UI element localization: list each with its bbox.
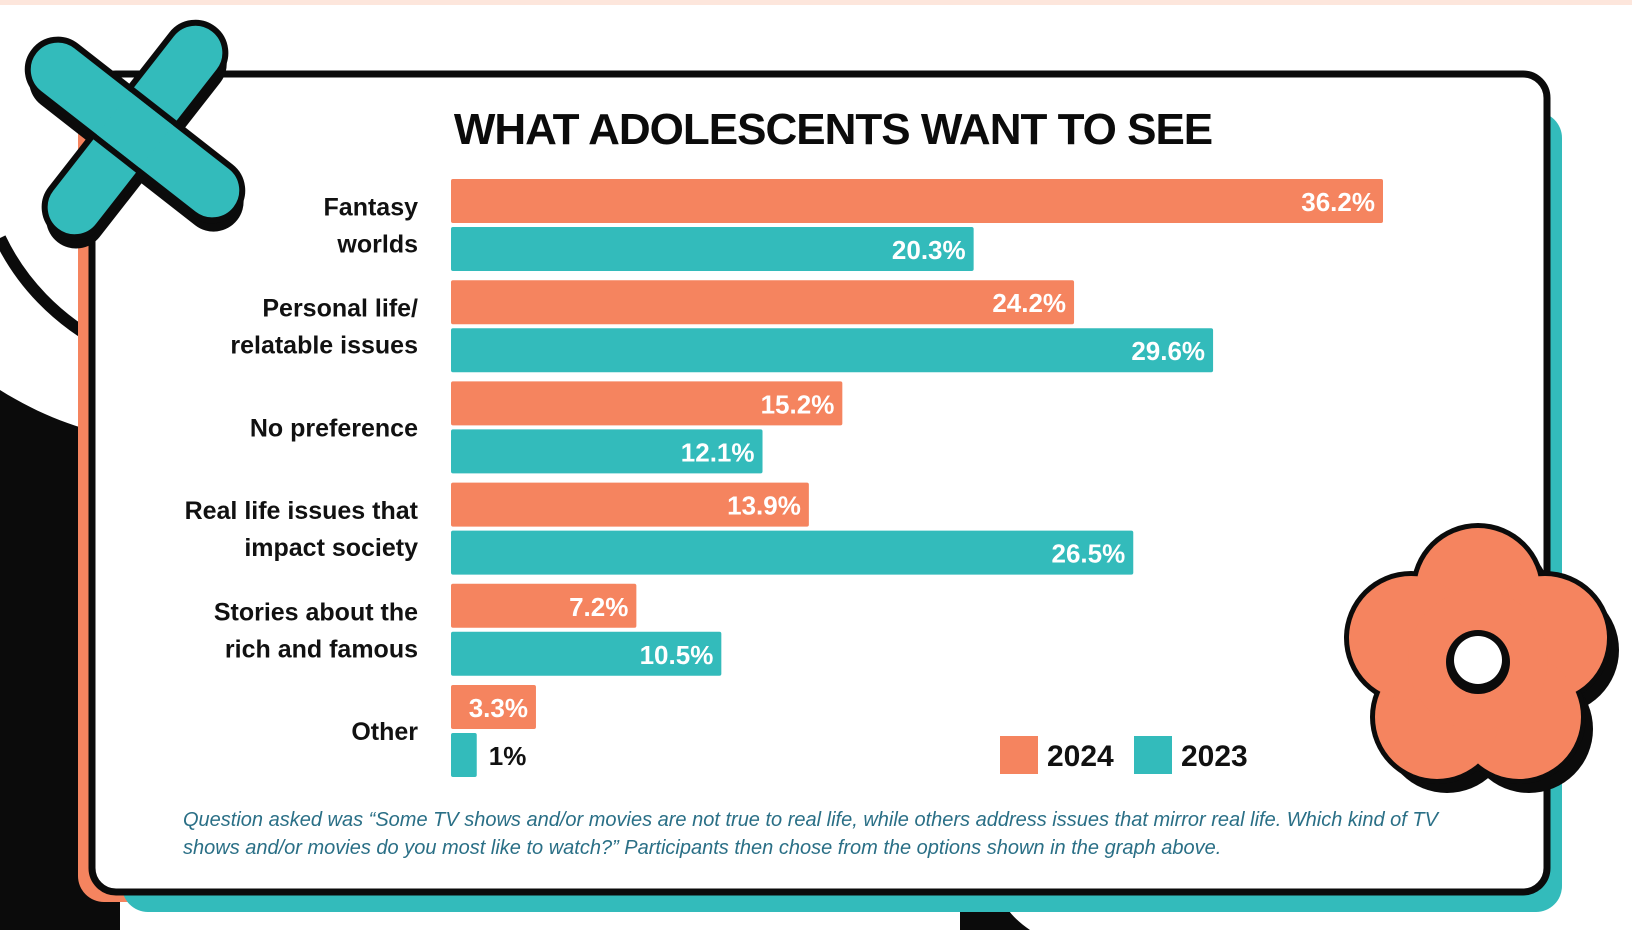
value-label-2024-no-preference: 15.2% xyxy=(761,389,835,419)
value-label-2024-other: 3.3% xyxy=(469,693,528,723)
value-label-2023-personal-life-relatable-issues: 29.6% xyxy=(1131,336,1205,366)
legend-swatch-2024 xyxy=(1000,736,1038,774)
legend-label-2024: 2024 xyxy=(1047,740,1114,773)
bar-2024-personal-life-relatable-issues xyxy=(451,280,1075,325)
bar-2023-personal-life-relatable-issues xyxy=(451,328,1214,373)
value-label-2024-personal-life-relatable-issues: 24.2% xyxy=(992,288,1066,318)
footnote: Question asked was “Some TV shows and/or… xyxy=(183,809,1438,859)
plot-area: Fantasy worlds 36.2% 20.3% Personal life/rel… xyxy=(185,179,1383,777)
category-label-real-life-issues-that-impact-society: Real life issues that impact society xyxy=(185,497,419,562)
bar-2024-stories-about-the-rich-and-famous xyxy=(451,583,637,628)
bar-2023-other xyxy=(451,733,477,777)
legend-swatch-2023 xyxy=(1134,736,1172,774)
category-label-other: Other xyxy=(351,718,418,746)
legend-label-2023: 2023 xyxy=(1181,740,1248,773)
value-label-2023-stories-about-the-rich-and-famous: 10.5% xyxy=(640,640,714,670)
category-label-fantasy-worlds: Fantasy worlds xyxy=(324,194,419,259)
bar-2023-no-preference xyxy=(451,429,763,474)
category-label-personal-life-relatable-issues: Personal life/relatable issues xyxy=(230,295,418,360)
category-label-no-preference: No preference xyxy=(250,414,418,442)
bar-2023-stories-about-the-rich-and-famous xyxy=(451,631,722,676)
value-label-2024-stories-about-the-rich-and-famous: 7.2% xyxy=(569,592,628,622)
category-label-stories-about-the-rich-and-famous: Stories about the rich and famous xyxy=(214,598,418,663)
value-label-2023-fantasy-worlds: 20.3% xyxy=(892,235,966,265)
bar-2024-other xyxy=(451,685,536,729)
bar-2024-fantasy-worlds xyxy=(451,179,1383,223)
bar-2023-fantasy-worlds xyxy=(451,227,974,271)
flower-icon xyxy=(1344,523,1619,793)
chart-title: WHAT ADOLESCENTS WANT TO SEE xyxy=(454,105,1212,154)
value-label-2023-real-life-issues-that-impact-society: 26.5% xyxy=(1052,539,1126,569)
bar-2024-real-life-issues-that-impact-society xyxy=(451,482,809,527)
bar-2023-real-life-issues-that-impact-society xyxy=(451,530,1134,575)
legend: 2024 2023 xyxy=(1000,736,1248,774)
bar-2024-no-preference xyxy=(451,381,843,426)
top-strip xyxy=(0,0,1632,5)
value-label-2023-other: 1% xyxy=(489,741,527,771)
value-label-2024-fantasy-worlds: 36.2% xyxy=(1301,187,1375,217)
value-label-2024-real-life-issues-that-impact-society: 13.9% xyxy=(727,491,801,521)
value-label-2023-no-preference: 12.1% xyxy=(681,437,755,467)
x-cross-icon xyxy=(24,19,246,249)
